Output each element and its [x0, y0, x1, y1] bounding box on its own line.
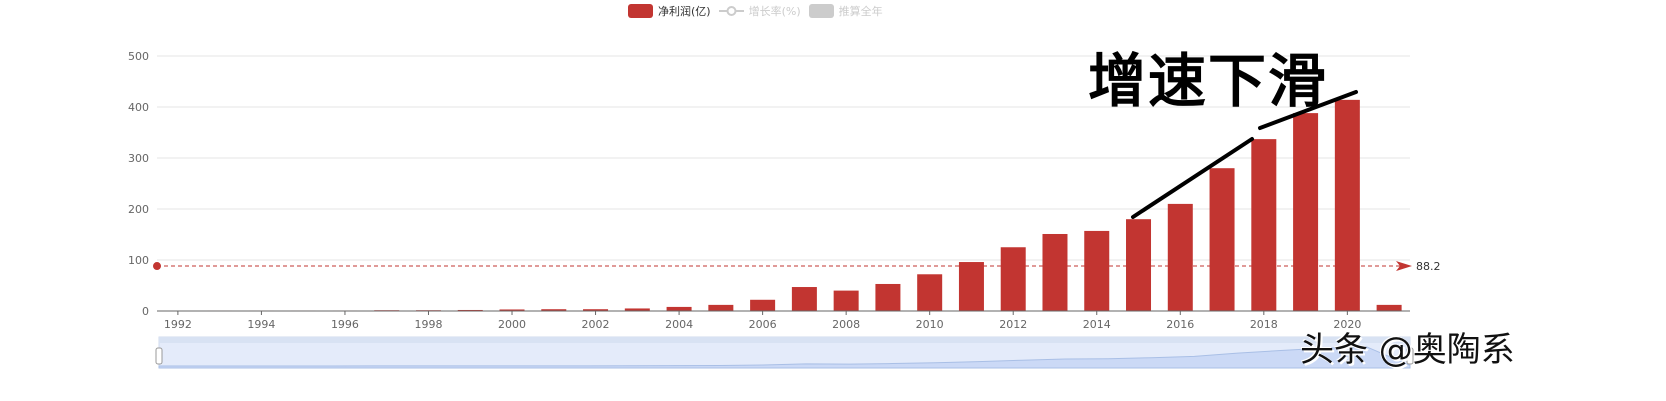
x-tick-label: 2016: [1166, 318, 1194, 331]
data-zoom-top-bar: [159, 337, 1410, 343]
legend-swatch: [808, 4, 834, 18]
x-tick-label: 2004: [665, 318, 693, 331]
bar-2004: [666, 306, 692, 311]
x-tick-label: 2012: [999, 318, 1027, 331]
bar-2006: [750, 299, 776, 311]
legend-item-growth-rate[interactable]: 增长率(%): [718, 3, 801, 19]
legend-label: 净利润(亿): [658, 5, 711, 18]
bar-2000: [499, 309, 525, 311]
bar-2001: [541, 309, 567, 311]
x-tick-label: 1996: [331, 318, 359, 331]
x-tick-label: 2000: [498, 318, 526, 331]
y-tick-label: 200: [128, 203, 149, 216]
bar-2009: [875, 283, 901, 311]
legend-swatch: [628, 4, 653, 18]
bar-2002: [583, 309, 609, 311]
legend-item-full-year-estimate[interactable]: 推算全年: [808, 3, 883, 19]
bar-2020: [1334, 99, 1360, 311]
legend-label: 增长率(%): [748, 5, 801, 18]
x-tick-label: 2008: [832, 318, 860, 331]
bar-2018: [1251, 139, 1277, 311]
annotation-stroke: [1131, 137, 1254, 219]
y-tick-label: 500: [128, 50, 149, 63]
line-circle-icon: [718, 6, 744, 16]
annotation-stroke: [1258, 90, 1358, 130]
data-zoom-left-handle[interactable]: [155, 347, 163, 365]
x-tick-label: 2006: [749, 318, 777, 331]
bar-2011: [958, 262, 984, 311]
mark-line-arrow-icon: [1396, 261, 1412, 272]
bar-2017: [1209, 168, 1235, 311]
bar-2013: [1042, 233, 1068, 311]
bar-2005: [708, 304, 734, 311]
legend-item-net-profit[interactable]: 净利润(亿): [628, 3, 711, 19]
bar-2008: [833, 290, 859, 311]
bar-2014: [1084, 230, 1110, 311]
legend: 净利润(亿) 增长率(%) 推算全年: [628, 3, 883, 19]
bar-2021: [1376, 304, 1402, 311]
x-tick-label: 2018: [1250, 318, 1278, 331]
bar-2019: [1293, 113, 1319, 312]
x-tick-label: 1998: [414, 318, 442, 331]
bar-2003: [624, 308, 650, 311]
data-zoom-right-handle[interactable]: [1406, 347, 1414, 365]
y-tick-label: 0: [142, 305, 149, 318]
bar-1999: [457, 309, 483, 311]
annotation-text: 增速下滑: [1088, 47, 1329, 115]
bar-2015: [1126, 219, 1152, 311]
bar-2007: [791, 287, 817, 311]
mark-line-label: 88.2: [1416, 260, 1441, 273]
x-tick-label: 2020: [1333, 318, 1361, 331]
x-tick-label: 2014: [1083, 318, 1111, 331]
x-tick-label: 2002: [582, 318, 610, 331]
y-tick-label: 100: [128, 254, 149, 267]
x-tick-label: 2010: [916, 318, 944, 331]
bar-2016: [1167, 203, 1193, 311]
legend-label: 推算全年: [838, 5, 883, 18]
data-zoom-preview-area: [158, 346, 1411, 369]
x-tick-label: 1994: [247, 318, 275, 331]
x-tick-label: 1992: [164, 318, 192, 331]
y-tick-label: 300: [128, 152, 149, 165]
watermark: 头条 @奥陶系: [1300, 330, 1515, 370]
mark-line-start-dot: [153, 262, 161, 271]
bar-2010: [917, 274, 943, 311]
bar-2012: [1000, 247, 1026, 311]
y-tick-label: 400: [128, 101, 149, 114]
